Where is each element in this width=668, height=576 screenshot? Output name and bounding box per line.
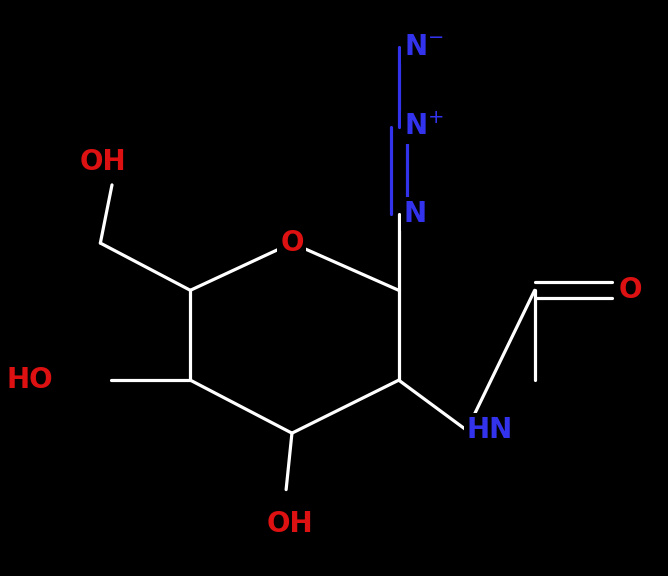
Text: OH: OH: [267, 510, 313, 538]
Text: HO: HO: [7, 366, 53, 394]
Text: HN: HN: [467, 416, 513, 444]
Text: N$^{-}$: N$^{-}$: [404, 33, 444, 61]
Text: O: O: [618, 276, 642, 304]
Text: N$^{+}$: N$^{+}$: [404, 113, 444, 141]
Text: O: O: [280, 229, 304, 257]
Text: OH: OH: [79, 148, 126, 176]
Text: N: N: [404, 200, 427, 228]
